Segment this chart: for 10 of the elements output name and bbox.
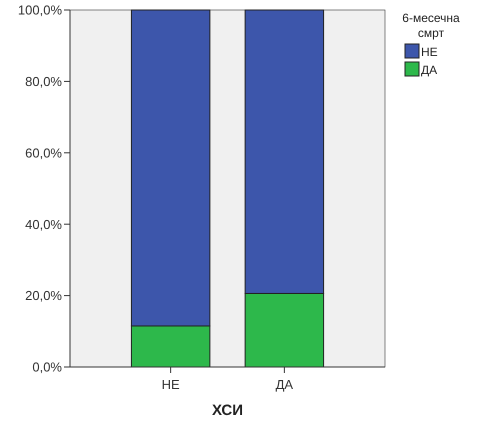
y-tick-label: 20,0% — [25, 288, 62, 304]
y-tick-label: 80,0% — [25, 74, 62, 89]
legend-label: НЕ — [421, 45, 438, 59]
y-tick-label: 40,0% — [25, 216, 62, 232]
legend-title: 6-месечна смрт — [402, 11, 460, 40]
legend-label: ДА — [421, 63, 438, 77]
y-tick-label: 60,0% — [25, 145, 62, 160]
y-tick-label: 100,0% — [18, 2, 62, 18]
x-axis-title: ХСИ — [212, 402, 244, 419]
y-tick-label: 0,0% — [32, 360, 62, 375]
